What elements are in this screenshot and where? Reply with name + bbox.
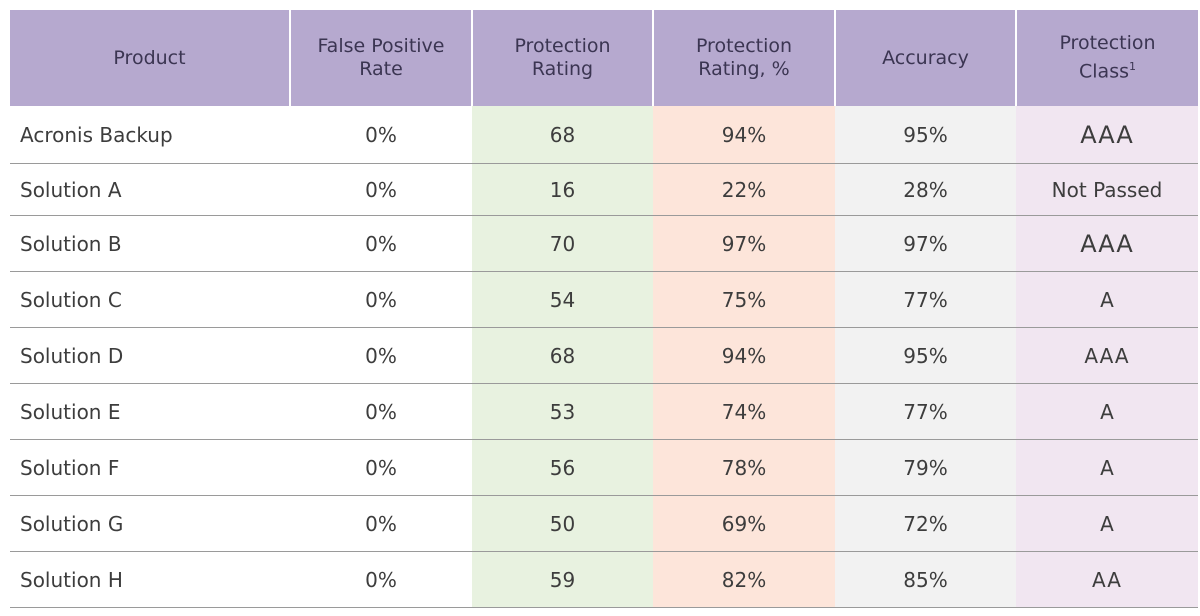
product-cell: Solution C	[10, 271, 290, 328]
table-row: Solution F 0% 56 78% 79% A	[10, 439, 1198, 496]
false-positive-rate-cell: 0%	[290, 271, 472, 328]
protection-rating-pct-cell: 82%	[653, 551, 835, 608]
protection-class-cell: Not Passed	[1016, 163, 1198, 216]
protection-rating-pct-cell: 78%	[653, 439, 835, 496]
table-row: Solution E 0% 53 74% 77% A	[10, 383, 1198, 440]
protection-class-cell: AA	[1016, 551, 1198, 608]
false-positive-rate-cell: 0%	[290, 383, 472, 440]
protection-class-cell: A	[1016, 495, 1198, 552]
table-row: Solution G 0% 50 69% 72% A	[10, 495, 1198, 552]
header-protection-rating-pct-line-1: Protection	[695, 35, 793, 57]
footnote-marker: 1	[1129, 60, 1136, 74]
table-row: Acronis Backup 0% 68 94% 95% AAA	[10, 106, 1198, 164]
protection-rating-pct-cell: 69%	[653, 495, 835, 552]
header-protection-class: Protection Class1	[1015, 10, 1198, 106]
protection-rating-pct-cell: 74%	[653, 383, 835, 440]
header-protection-rating-line-2: Rating	[531, 58, 594, 80]
protection-class-cell: AAA	[1016, 215, 1198, 272]
protection-class-cell: AAA	[1016, 106, 1198, 164]
false-positive-rate-cell: 0%	[290, 215, 472, 272]
product-cell: Solution F	[10, 439, 290, 496]
product-cell: Solution H	[10, 551, 290, 608]
header-protection-class-line-2: Class	[1079, 60, 1129, 83]
header-protection-rating-line-1: Protection	[514, 35, 611, 57]
false-positive-rate-cell: 0%	[290, 495, 472, 552]
table-row: Solution B 0% 70 97% 97% AAA	[10, 215, 1198, 272]
protection-class-cell: A	[1016, 271, 1198, 328]
protection-rating-cell: 56	[472, 439, 653, 496]
accuracy-cell: 77%	[835, 271, 1016, 328]
protection-rating-cell: 53	[472, 383, 653, 440]
protection-rating-pct-cell: 94%	[653, 327, 835, 384]
protection-rating-cell: 54	[472, 271, 653, 328]
product-cell: Solution D	[10, 327, 290, 384]
table-row: Solution H 0% 59 82% 85% AA	[10, 551, 1198, 608]
false-positive-rate-cell: 0%	[290, 439, 472, 496]
protection-rating-pct-cell: 94%	[653, 106, 835, 164]
header-false-positive-rate-line-1: False Positive	[317, 35, 445, 57]
header-accuracy-line-1: Accuracy	[882, 46, 969, 69]
header-protection-rating-pct: Protection Rating, %	[652, 10, 835, 106]
product-cell: Solution B	[10, 215, 290, 272]
protection-class-cell: AAA	[1016, 327, 1198, 384]
product-cell: Solution E	[10, 383, 290, 440]
header-product: Product	[10, 10, 290, 106]
product-cell: Solution A	[10, 163, 290, 216]
table-row: Solution A 0% 16 22% 28% Not Passed	[10, 163, 1198, 216]
product-cell: Solution G	[10, 495, 290, 552]
protection-rating-cell: 68	[472, 106, 653, 164]
protection-rating-cell: 50	[472, 495, 653, 552]
protection-rating-cell: 68	[472, 327, 653, 384]
protection-rating-cell: 70	[472, 215, 653, 272]
product-cell: Acronis Backup	[10, 106, 290, 164]
accuracy-cell: 72%	[835, 495, 1016, 552]
header-protection-rating-pct-line-2: Rating, %	[698, 58, 790, 80]
accuracy-cell: 28%	[835, 163, 1016, 216]
false-positive-rate-cell: 0%	[290, 106, 472, 164]
protection-rating-cell: 16	[472, 163, 653, 216]
false-positive-rate-cell: 0%	[290, 327, 472, 384]
protection-rating-pct-cell: 97%	[653, 215, 835, 272]
accuracy-cell: 77%	[835, 383, 1016, 440]
protection-class-cell: A	[1016, 439, 1198, 496]
table-row: Solution D 0% 68 94% 95% AAA	[10, 327, 1198, 384]
header-false-positive-rate: False Positive Rate	[289, 10, 472, 106]
header-protection-class-line-1: Protection	[1059, 32, 1156, 55]
header-false-positive-rate-line-2: Rate	[359, 58, 403, 80]
false-positive-rate-cell: 0%	[290, 551, 472, 608]
accuracy-cell: 79%	[835, 439, 1016, 496]
comparison-table: Product False Positive Rate Protection R…	[10, 10, 1198, 608]
accuracy-cell: 97%	[835, 215, 1016, 272]
header-accuracy: Accuracy	[834, 10, 1016, 106]
protection-rating-pct-cell: 22%	[653, 163, 835, 216]
header-protection-rating: Protection Rating	[471, 10, 653, 106]
false-positive-rate-cell: 0%	[290, 163, 472, 216]
protection-class-cell: A	[1016, 383, 1198, 440]
protection-rating-pct-cell: 75%	[653, 271, 835, 328]
table-body: Acronis Backup 0% 68 94% 95% AAA Solution A 0% 1…	[10, 106, 1198, 608]
header-row: Product False Positive Rate Protection R…	[10, 10, 1198, 106]
accuracy-cell: 85%	[835, 551, 1016, 608]
protection-rating-cell: 59	[472, 551, 653, 608]
table-row: Solution C 0% 54 75% 77% A	[10, 271, 1198, 328]
table-header: Product False Positive Rate Protection R…	[10, 10, 1198, 106]
accuracy-cell: 95%	[835, 327, 1016, 384]
accuracy-cell: 95%	[835, 106, 1016, 164]
header-product-line-1: Product	[113, 46, 186, 69]
